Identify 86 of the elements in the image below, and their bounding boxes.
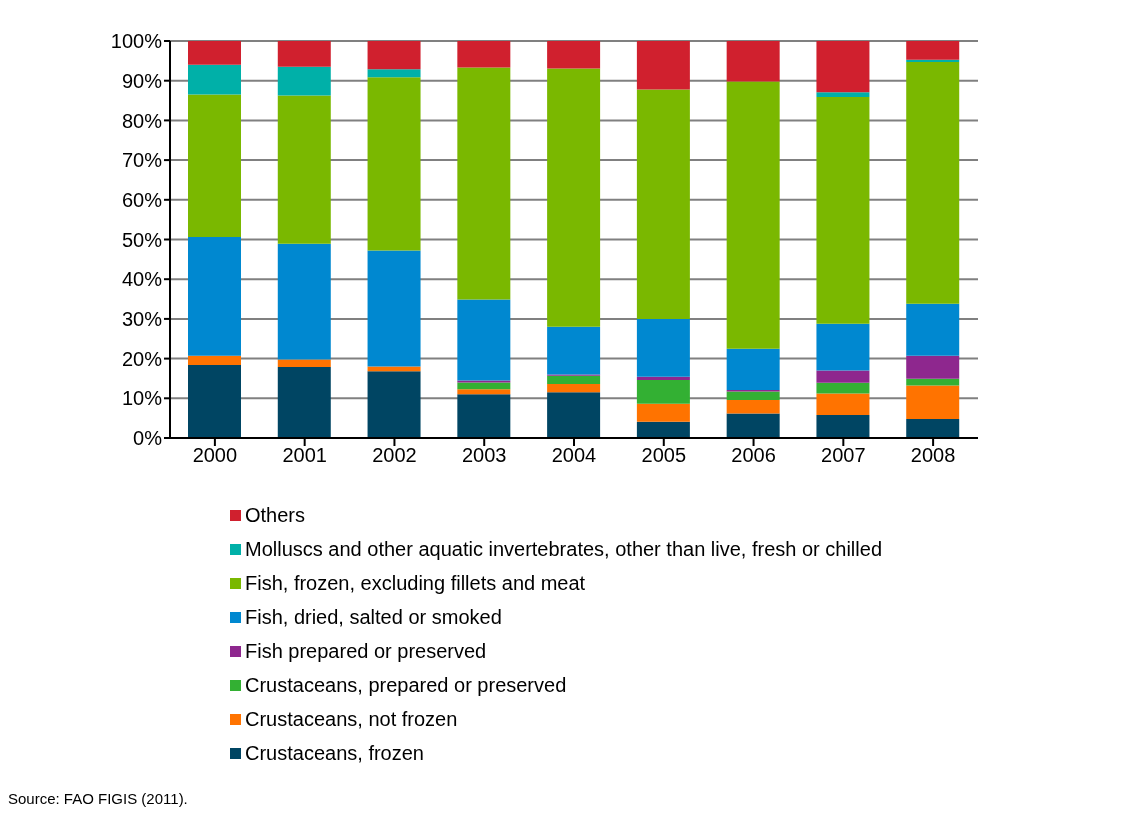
bar [636, 421, 690, 438]
bar [547, 384, 601, 393]
bar [547, 68, 601, 327]
legend-label: Crustaceans, prepared or preserved [245, 673, 567, 697]
x-tick-label: 2001 [282, 444, 327, 467]
legend-label: Others [245, 503, 306, 527]
bar [277, 95, 331, 244]
bar [188, 355, 241, 365]
bar [636, 403, 690, 422]
bar [277, 243, 331, 360]
bar [726, 413, 780, 438]
legend-label: Fish, frozen, excluding fillets and meat [245, 571, 586, 595]
bar [188, 64, 241, 95]
bar [726, 391, 780, 400]
y-tick-label: 30% [121, 308, 163, 330]
bar [906, 62, 960, 304]
legend-label: Molluscs and other aquatic invertebrates, other than live, fresh or chilled [245, 537, 883, 561]
bar [906, 355, 960, 379]
y-tick-label: 100% [110, 30, 163, 53]
y-tick-label: 40% [121, 268, 163, 291]
bar [816, 92, 870, 97]
bar [277, 359, 331, 367]
x-tick-label: 2006 [731, 444, 776, 467]
bar [277, 41, 331, 67]
bar [726, 81, 780, 349]
bar [636, 380, 690, 404]
x-tick-label: 2004 [551, 444, 597, 467]
x-tick-label: 2005 [641, 444, 687, 467]
bar [547, 375, 601, 385]
bar [726, 348, 780, 390]
bar [277, 66, 331, 96]
legend-label: Fish prepared or preserved [245, 639, 487, 663]
x-tick-label: 2000 [192, 444, 238, 467]
bar [906, 385, 960, 419]
y-tick-label: 70% [121, 149, 163, 172]
bar [367, 41, 421, 70]
bar [906, 378, 960, 386]
bar [816, 41, 870, 93]
bar [726, 399, 780, 414]
y-tick-label: 60% [121, 188, 163, 211]
bar [906, 418, 960, 438]
bar [816, 323, 870, 371]
bar [906, 41, 960, 60]
bar [636, 376, 690, 381]
legend-label: Crustaceans, frozen [245, 741, 424, 765]
bar [367, 69, 421, 78]
y-tick-label: 50% [121, 228, 163, 251]
bar [816, 96, 870, 324]
bar [816, 414, 870, 438]
bar [816, 382, 870, 394]
x-tick-label: 2002 [372, 444, 417, 467]
bar [188, 94, 241, 238]
bar [726, 41, 780, 82]
bar [457, 389, 511, 395]
bar [457, 382, 511, 390]
x-tick-label: 2003 [461, 444, 507, 467]
bar [457, 41, 511, 68]
bar [367, 250, 421, 367]
y-tick-label: 0% [133, 427, 163, 450]
legend-label: Crustaceans, not frozen [245, 707, 458, 731]
y-tick-label: 10% [121, 387, 163, 410]
bar [636, 41, 690, 90]
bar [547, 326, 601, 375]
bar [636, 89, 690, 319]
bar [547, 41, 601, 69]
bar [188, 237, 241, 356]
x-tick-label: 2008 [910, 444, 956, 467]
y-tick-label: 80% [121, 109, 163, 132]
y-tick-label: 90% [121, 69, 163, 92]
bar [547, 392, 601, 438]
legend-label: Fish, dried, salted or smoked [245, 605, 502, 629]
bar [367, 77, 421, 251]
bar [816, 393, 870, 415]
source-note: Source: FAO FIGIS (2011). [8, 790, 189, 807]
bar [188, 41, 241, 65]
bar [906, 303, 960, 356]
bar [188, 364, 241, 438]
bar [457, 394, 511, 438]
bar [457, 299, 511, 381]
bar [816, 370, 870, 383]
x-tick-label: 2007 [821, 444, 866, 467]
bar [457, 67, 511, 300]
bar [367, 371, 421, 438]
y-tick-label: 20% [121, 347, 163, 370]
bar [277, 366, 331, 438]
bar [636, 318, 690, 377]
